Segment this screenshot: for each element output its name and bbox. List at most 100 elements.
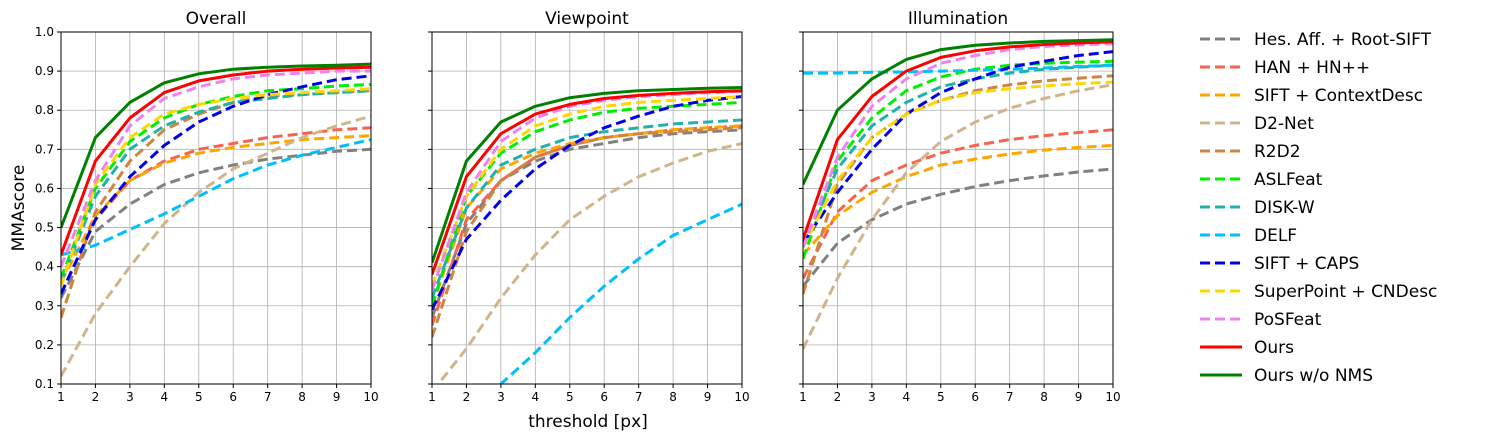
panel-frame bbox=[60, 31, 372, 385]
legend-label: R2D2 bbox=[1254, 142, 1301, 162]
series-line-sift-contextdesc bbox=[432, 124, 742, 307]
legend-item-hes-aff-root-sift: Hes. Aff. + Root-SIFT bbox=[1200, 30, 1432, 50]
x-tick-label: 10 bbox=[734, 390, 749, 404]
series-line-d2-net bbox=[61, 114, 371, 377]
legend-item-posfeat: PoSFeat bbox=[1200, 310, 1322, 330]
series-line-hes-aff-root-sift bbox=[61, 147, 371, 299]
x-tick-label: 3 bbox=[868, 390, 876, 404]
series-line-r2d2 bbox=[803, 74, 1113, 295]
series-line-ours-w-o-nms bbox=[803, 38, 1113, 186]
y-tick-label: 0.7 bbox=[35, 142, 54, 156]
y-tick-label: 0.5 bbox=[35, 221, 54, 235]
y-tick-label: 0.9 bbox=[35, 64, 54, 78]
panel-frame bbox=[802, 31, 1114, 385]
x-tick-label: 6 bbox=[971, 390, 979, 404]
legend-label: Hes. Aff. + Root-SIFT bbox=[1254, 30, 1432, 50]
x-tick-label: 6 bbox=[600, 390, 608, 404]
x-tick-label: 8 bbox=[669, 390, 677, 404]
chart-panels: 1 2 3 4 5 6 7 8 9 10 0.1 0.2 0.3 0.4 0.5 0.6 0.7 0.8 0.9 1.… bbox=[35, 9, 1121, 404]
series-line-sift-caps bbox=[61, 74, 371, 295]
series-line-sift-contextdesc bbox=[803, 143, 1113, 256]
series-line-d2-net bbox=[436, 142, 742, 384]
legend-label: Ours bbox=[1254, 338, 1294, 358]
x-axis-label: threshold [px] bbox=[528, 412, 648, 432]
y-tick-label: 1.0 bbox=[35, 25, 54, 39]
panel-title: Viewpoint bbox=[545, 9, 629, 29]
legend-item-r2d2: R2D2 bbox=[1200, 142, 1301, 162]
panel-title: Illumination bbox=[908, 9, 1008, 29]
x-tick-label: 1 bbox=[428, 390, 436, 404]
legend-item-sift-caps: SIFT + CAPS bbox=[1200, 254, 1359, 274]
x-tick-label: 4 bbox=[903, 390, 911, 404]
x-tick-label: 7 bbox=[635, 390, 643, 404]
y-tick-label: 0.3 bbox=[35, 299, 54, 313]
series-line-superpoint-cndesc bbox=[61, 87, 371, 287]
series-lines bbox=[803, 38, 1113, 350]
legend-label: SIFT + CAPS bbox=[1254, 254, 1359, 274]
panel-frame bbox=[431, 31, 743, 385]
series-line-ours-w-o-nms bbox=[432, 86, 742, 264]
x-tick-label: 3 bbox=[126, 390, 134, 404]
x-tick-label: 5 bbox=[195, 390, 203, 404]
series-lines bbox=[61, 62, 371, 377]
series-line-d2-net bbox=[803, 83, 1113, 350]
series-line-sift-contextdesc bbox=[61, 134, 371, 283]
series-line-aslfeat bbox=[803, 59, 1113, 260]
x-tick-label: 4 bbox=[161, 390, 169, 404]
series-line-sift-caps bbox=[432, 95, 742, 311]
legend-item-superpoint-cndesc: SuperPoint + CNDesc bbox=[1200, 282, 1437, 302]
x-tick-label: 10 bbox=[1105, 390, 1120, 404]
legend-item-ours-w-o-nms: Ours w/o NMS bbox=[1200, 366, 1373, 386]
x-tick-label: 2 bbox=[92, 390, 100, 404]
x-tick-label: 10 bbox=[363, 390, 378, 404]
x-tick-label: 2 bbox=[463, 390, 471, 404]
series-line-posfeat bbox=[61, 69, 371, 268]
x-tick-label: 1 bbox=[57, 390, 65, 404]
series-lines bbox=[432, 86, 742, 384]
y-tick-label: 0.1 bbox=[35, 377, 54, 391]
series-line-ours bbox=[61, 65, 371, 256]
series-line-delf bbox=[497, 202, 742, 384]
legend-item-ours: Ours bbox=[1200, 338, 1294, 358]
x-tick-label: 8 bbox=[298, 390, 306, 404]
y-tick-label: 0.2 bbox=[35, 338, 54, 352]
legend-item-disk-w: DISK-W bbox=[1200, 198, 1315, 218]
series-line-aslfeat bbox=[432, 100, 742, 307]
panel-overall: 1 2 3 4 5 6 7 8 9 10 0.1 0.2 0.3 0.4 0.5 0.6 0.7 0.8 0.9 1.… bbox=[35, 9, 379, 404]
series-line-delf bbox=[803, 63, 1113, 75]
series-line-posfeat bbox=[803, 42, 1113, 248]
series-line-r2d2 bbox=[432, 126, 742, 338]
series-line-hes-aff-root-sift bbox=[803, 167, 1113, 288]
x-tick-label: 1 bbox=[799, 390, 807, 404]
legend-label: HAN + HN++ bbox=[1254, 58, 1370, 78]
x-tick-label: 2 bbox=[834, 390, 842, 404]
y-tick-label: 0.4 bbox=[35, 260, 54, 274]
series-line-han-hn bbox=[803, 128, 1113, 280]
series-line-delf bbox=[61, 138, 371, 257]
series-line-disk-w bbox=[803, 63, 1113, 248]
legend-label: Ours w/o NMS bbox=[1254, 366, 1373, 386]
legend-item-d2-net: D2-Net bbox=[1200, 114, 1314, 134]
series-line-ours bbox=[432, 89, 742, 275]
x-tick-label: 9 bbox=[704, 390, 712, 404]
legend-label: ASLFeat bbox=[1254, 170, 1323, 190]
x-tick-label: 9 bbox=[1075, 390, 1083, 404]
series-line-superpoint-cndesc bbox=[432, 95, 742, 287]
panel-title: Overall bbox=[186, 9, 247, 29]
series-line-disk-w bbox=[61, 89, 371, 283]
x-tick-label: 8 bbox=[1040, 390, 1048, 404]
x-tick-label: 5 bbox=[566, 390, 574, 404]
panel-illumination: 1 2 3 4 5 6 7 8 9 10 Illumination bbox=[799, 9, 1121, 404]
series-line-ours-w-o-nms bbox=[61, 62, 371, 229]
x-tick-label: 9 bbox=[333, 390, 341, 404]
legend-label: SuperPoint + CNDesc bbox=[1254, 282, 1437, 302]
legend-label: SIFT + ContextDesc bbox=[1254, 86, 1423, 106]
legend-label: DELF bbox=[1254, 226, 1297, 246]
x-tick-label: 5 bbox=[937, 390, 945, 404]
legend-label: PoSFeat bbox=[1254, 310, 1322, 330]
x-tick-label: 7 bbox=[264, 390, 272, 404]
series-line-superpoint-cndesc bbox=[803, 80, 1113, 248]
x-tick-label: 7 bbox=[1006, 390, 1014, 404]
series-line-ours bbox=[803, 40, 1113, 240]
